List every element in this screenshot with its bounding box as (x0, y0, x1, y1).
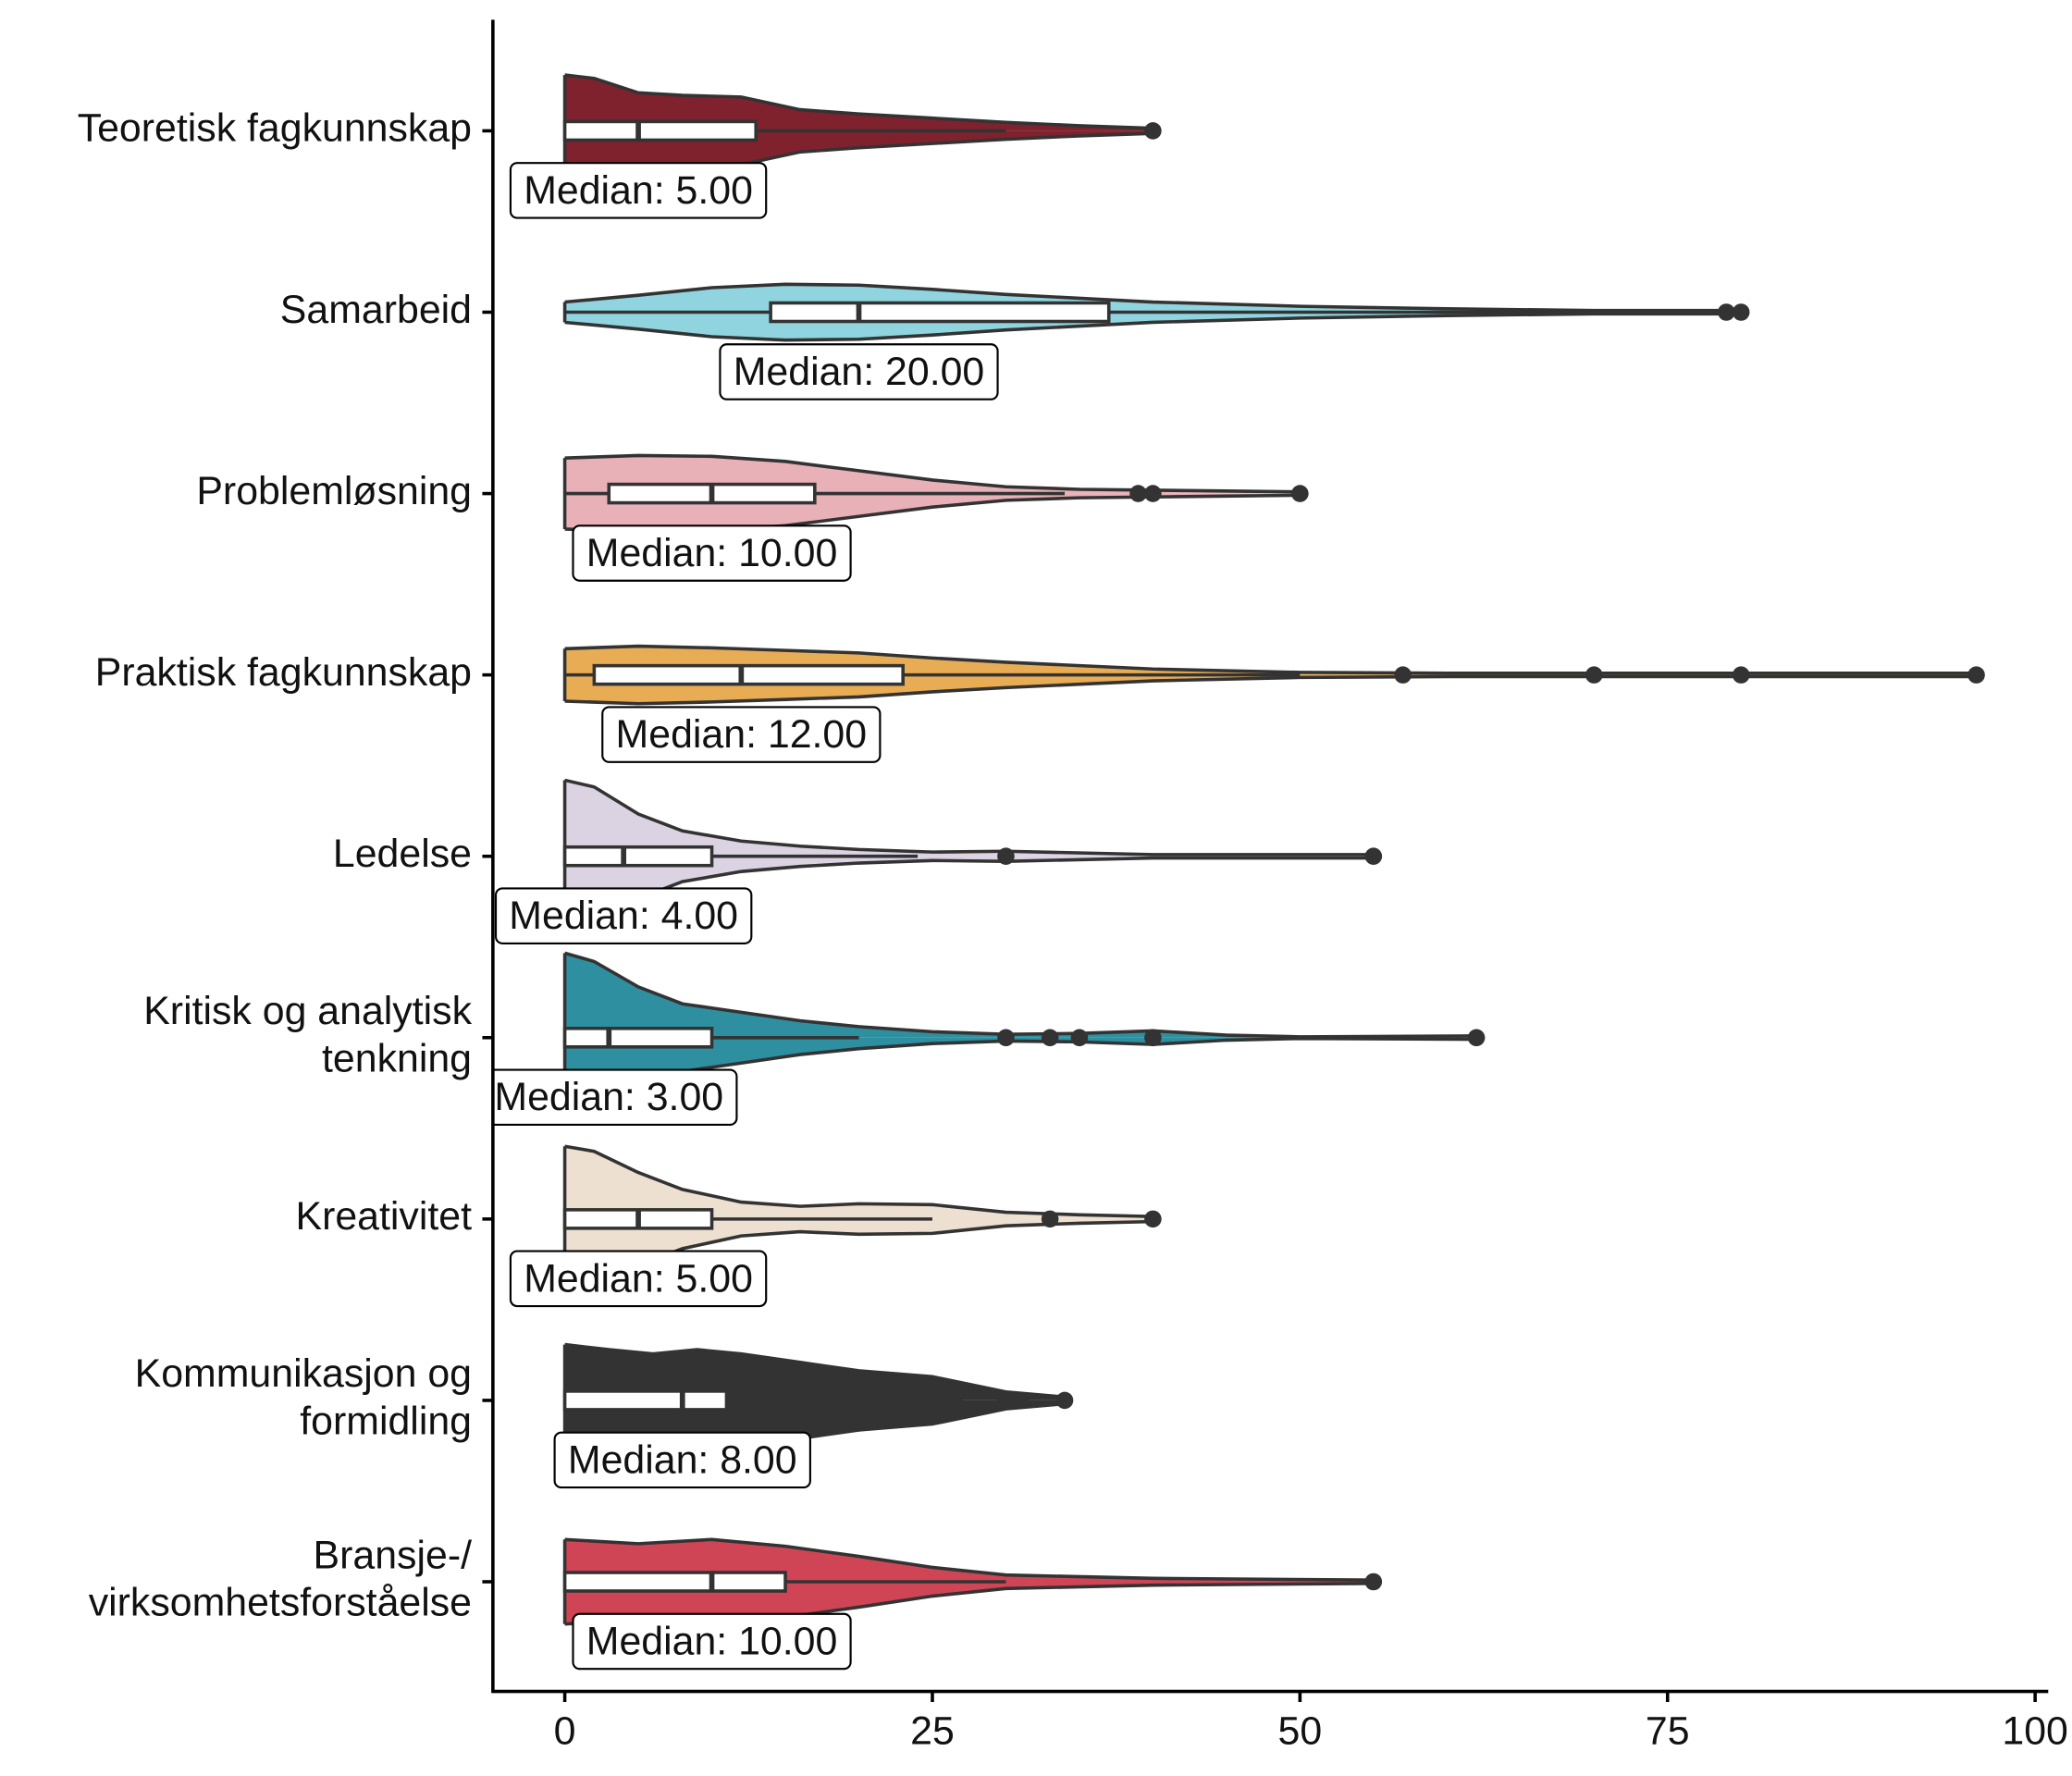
box (562, 1571, 787, 1593)
outlier (1291, 485, 1309, 502)
outlier (1585, 666, 1603, 684)
median-label-text: Median: 12.00 (616, 712, 868, 757)
violin-outline (564, 778, 1374, 857)
median-label-text: Median: 5.00 (524, 168, 753, 213)
x-tick-label: 100 (2002, 1709, 2067, 1754)
violin-fill (564, 1218, 1153, 1292)
violin-outline (564, 951, 1477, 1039)
outlier (1732, 303, 1750, 321)
violin-fill (564, 312, 1742, 340)
violin-fill (564, 953, 1477, 1038)
y-tick-label: Bransje-/virksomhetsforståelse (89, 1534, 472, 1625)
x-tick-label: 50 (1278, 1709, 1323, 1754)
outlier (1129, 485, 1147, 502)
median-label: Median: 5.00 (509, 162, 768, 219)
y-tick-label: Kreativitet (296, 1194, 473, 1239)
median-label-text: Median: 8.00 (568, 1437, 797, 1482)
box (562, 1389, 729, 1412)
median-label-text: Median: 10.00 (586, 1619, 838, 1663)
x-tick-label: 0 (554, 1709, 576, 1754)
violin-fill (564, 130, 1153, 187)
median-label: Median: 20.00 (719, 343, 999, 401)
outlier (1394, 666, 1412, 684)
median-label: Median: 3.00 (494, 1068, 738, 1127)
x-tick-label: 25 (910, 1709, 955, 1754)
median-label: Median: 5.00 (509, 1250, 768, 1308)
outlier (1041, 1210, 1059, 1228)
outlier (1732, 666, 1750, 684)
box (592, 663, 905, 686)
median-label-box (553, 1431, 811, 1489)
y-tick-label: Kritisk og analytisk tenkning (143, 989, 472, 1080)
outlier (1070, 1029, 1089, 1047)
y-tick-label: Problemløsning (196, 469, 472, 513)
violin-outline (564, 453, 1301, 494)
y-tick-label: Samarbeid (280, 288, 472, 332)
plot-area: Median: 5.00 Median: 20.00 Median: 10.00 Me… (494, 73, 1985, 1671)
median-label-box (509, 162, 768, 219)
y-tick-label: Teoretisk fagkunnskap (78, 106, 472, 151)
outlier (1144, 1029, 1162, 1047)
median-label: Median: 10.00 (572, 524, 852, 582)
outlier (1364, 847, 1383, 865)
violin-fill (564, 75, 1153, 131)
violin-outline (564, 282, 1742, 313)
outlier (1144, 485, 1162, 502)
median-label-box (572, 524, 852, 582)
x-tick-label: 75 (1646, 1709, 1690, 1754)
median-label-box (572, 1612, 852, 1671)
outlier (1967, 666, 1985, 684)
median-label-box (509, 1250, 768, 1308)
outlier (1144, 122, 1162, 140)
y-tick-label: Praktisk fagkunnskap (95, 650, 472, 695)
outlier (997, 847, 1015, 865)
y-tick-label: Ledelse (333, 832, 472, 876)
median-label-text: Median: 20.00 (734, 350, 985, 394)
violin-outline (564, 1537, 1374, 1582)
median-label-text: Median: 10.00 (586, 531, 838, 575)
outlier (1718, 303, 1735, 321)
violin-fill (564, 674, 1977, 704)
violin-fill (564, 780, 1374, 857)
violin-fill (564, 1344, 1066, 1400)
violin-outline (564, 73, 1153, 130)
median-label: Median: 8.00 (553, 1431, 811, 1489)
outlier (1055, 1391, 1074, 1410)
box (562, 845, 714, 868)
outlier (1467, 1029, 1486, 1047)
violin-outline (564, 1144, 1153, 1218)
violin-outline (564, 312, 1742, 342)
violin-outline (564, 1342, 1066, 1400)
box (562, 119, 758, 142)
box (769, 301, 1111, 324)
violin-fill (564, 1146, 1153, 1219)
outlier (997, 1029, 1015, 1047)
median-label: Median: 10.00 (572, 1612, 852, 1671)
median-label-box (601, 706, 882, 763)
outlier (1041, 1029, 1059, 1047)
outlier (1012, 1391, 1030, 1410)
outlier (1364, 1572, 1383, 1591)
median-label: Median: 4.00 (494, 887, 753, 944)
violin-fill (564, 284, 1742, 313)
violin-fill (564, 646, 1977, 675)
median-label-text: Median: 4.00 (509, 894, 738, 938)
median-label: Median: 12.00 (601, 706, 882, 763)
box (562, 1027, 714, 1049)
median-label-box (494, 1068, 738, 1127)
median-label-text: Median: 5.00 (524, 1256, 753, 1301)
axes: 0 25 50 75 100 Teoretisk fagkunnskap Samarbeid… (78, 19, 2068, 1754)
median-label-box (494, 887, 753, 944)
outlier (1144, 1210, 1162, 1228)
y-tick-label: Kommunikasjon og formidling (135, 1352, 472, 1444)
median-label-text: Median: 3.00 (494, 1075, 723, 1119)
outlier (997, 1391, 1015, 1410)
median-label-box (719, 343, 999, 401)
